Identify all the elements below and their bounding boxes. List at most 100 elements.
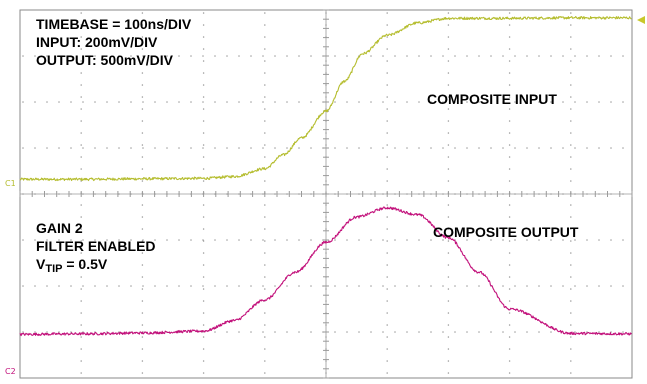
graticule-dot — [264, 372, 266, 374]
graticule-dot — [478, 331, 480, 333]
graticule-dot — [46, 55, 48, 57]
graticule-dot — [130, 101, 132, 103]
graticule-dot — [202, 348, 205, 350]
graticule-dot — [250, 55, 252, 57]
graticule-dot — [570, 72, 572, 74]
graticule-dot — [508, 240, 511, 242]
graticule-dot — [80, 60, 82, 62]
graticule-dot — [562, 101, 564, 103]
graticule-dot — [22, 331, 24, 333]
graticule-dot — [334, 331, 336, 333]
graticule-dot — [570, 372, 572, 374]
graticule-dot — [310, 55, 312, 57]
graticule — [19, 9, 633, 379]
graticule-dot — [214, 147, 216, 149]
graticule-dot — [274, 285, 276, 287]
graticule-dot — [538, 285, 540, 287]
graticule-dot — [386, 156, 388, 158]
graticule-dot — [264, 24, 266, 26]
graticule-dot — [310, 147, 312, 149]
filter-label: FILTER ENABLED — [36, 238, 156, 254]
graticule-dot — [202, 12, 205, 14]
graticule-dot — [141, 276, 144, 278]
graticule-dot — [202, 48, 205, 50]
graticule-dot — [334, 147, 336, 149]
graticule-dot — [447, 288, 450, 290]
graticule-dot — [570, 180, 572, 182]
graticule-dot — [202, 147, 204, 149]
graticule-dot — [386, 276, 388, 278]
graticule-dot — [286, 285, 288, 287]
graticule-dot — [382, 101, 384, 103]
graticule-dot — [264, 264, 266, 266]
graticule-dot — [118, 101, 120, 103]
graticule-dot — [141, 204, 144, 206]
graticule-dot — [358, 285, 360, 287]
graticule-dot — [442, 147, 444, 149]
graticule-dot — [118, 147, 120, 149]
graticule-dot — [447, 84, 450, 86]
graticule-dot — [262, 285, 264, 287]
graticule-dot — [264, 240, 266, 242]
graticule-dot — [34, 101, 36, 103]
vtip-subscript: TIP — [45, 263, 63, 275]
graticule-dot — [447, 372, 450, 374]
graticule-dot — [202, 285, 204, 287]
graticule-dot — [447, 132, 450, 134]
graticule-dot — [142, 101, 144, 103]
graticule-dot — [508, 156, 511, 158]
graticule-dot — [80, 168, 82, 170]
graticule-dot — [508, 120, 511, 122]
graticule-dot — [334, 55, 336, 57]
graticule-dot — [598, 239, 600, 241]
graticule-dot — [382, 331, 384, 333]
graticule-dot — [214, 285, 216, 287]
graticule-dot — [570, 24, 572, 26]
graticule-dot — [370, 55, 372, 57]
graticule-dot — [190, 285, 192, 287]
graticule-dot — [250, 331, 252, 333]
graticule-dot — [586, 331, 588, 333]
graticule-dot — [442, 55, 444, 57]
graticule-dot — [46, 239, 48, 241]
graticule-dot — [610, 55, 612, 57]
graticule-dot — [447, 48, 450, 50]
graticule-dot — [514, 101, 516, 103]
graticule-dot — [386, 336, 388, 338]
graticule-dot — [386, 48, 388, 50]
graticule-dot — [80, 72, 82, 74]
graticule-dot — [508, 336, 511, 338]
graticule-dot — [574, 101, 576, 103]
graticule-dot — [310, 239, 312, 241]
graticule-dot — [508, 48, 511, 50]
graticule-dot — [562, 285, 564, 287]
graticule-dot — [80, 84, 82, 86]
graticule-dot — [80, 360, 82, 362]
graticule-dot — [386, 84, 388, 86]
graticule-dot — [202, 156, 205, 158]
graticule-dot — [447, 120, 450, 122]
graticule-dot — [508, 72, 511, 74]
graticule-dot — [570, 48, 572, 50]
graticule-dot — [178, 239, 180, 241]
graticule-dot — [447, 312, 450, 314]
graticule-dot — [386, 96, 388, 98]
graticule-dot — [478, 55, 480, 57]
graticule-dot — [298, 285, 300, 287]
graticule-dot — [264, 216, 266, 218]
graticule-dot — [622, 285, 624, 287]
graticule-dot — [141, 360, 144, 362]
graticule-dot — [226, 55, 228, 57]
graticule-dot — [358, 147, 360, 149]
graticule-dot — [226, 147, 228, 149]
graticule-dot — [80, 144, 82, 146]
graticule-dot — [141, 288, 144, 290]
graticule-dot — [46, 285, 48, 287]
graticule-dot — [508, 36, 511, 38]
graticule-dot — [202, 55, 204, 57]
graticule-dot — [490, 147, 492, 149]
graticule-dot — [141, 72, 144, 74]
graticule-dot — [141, 132, 144, 134]
graticule-dot — [22, 101, 24, 103]
graticule-dot — [202, 264, 205, 266]
